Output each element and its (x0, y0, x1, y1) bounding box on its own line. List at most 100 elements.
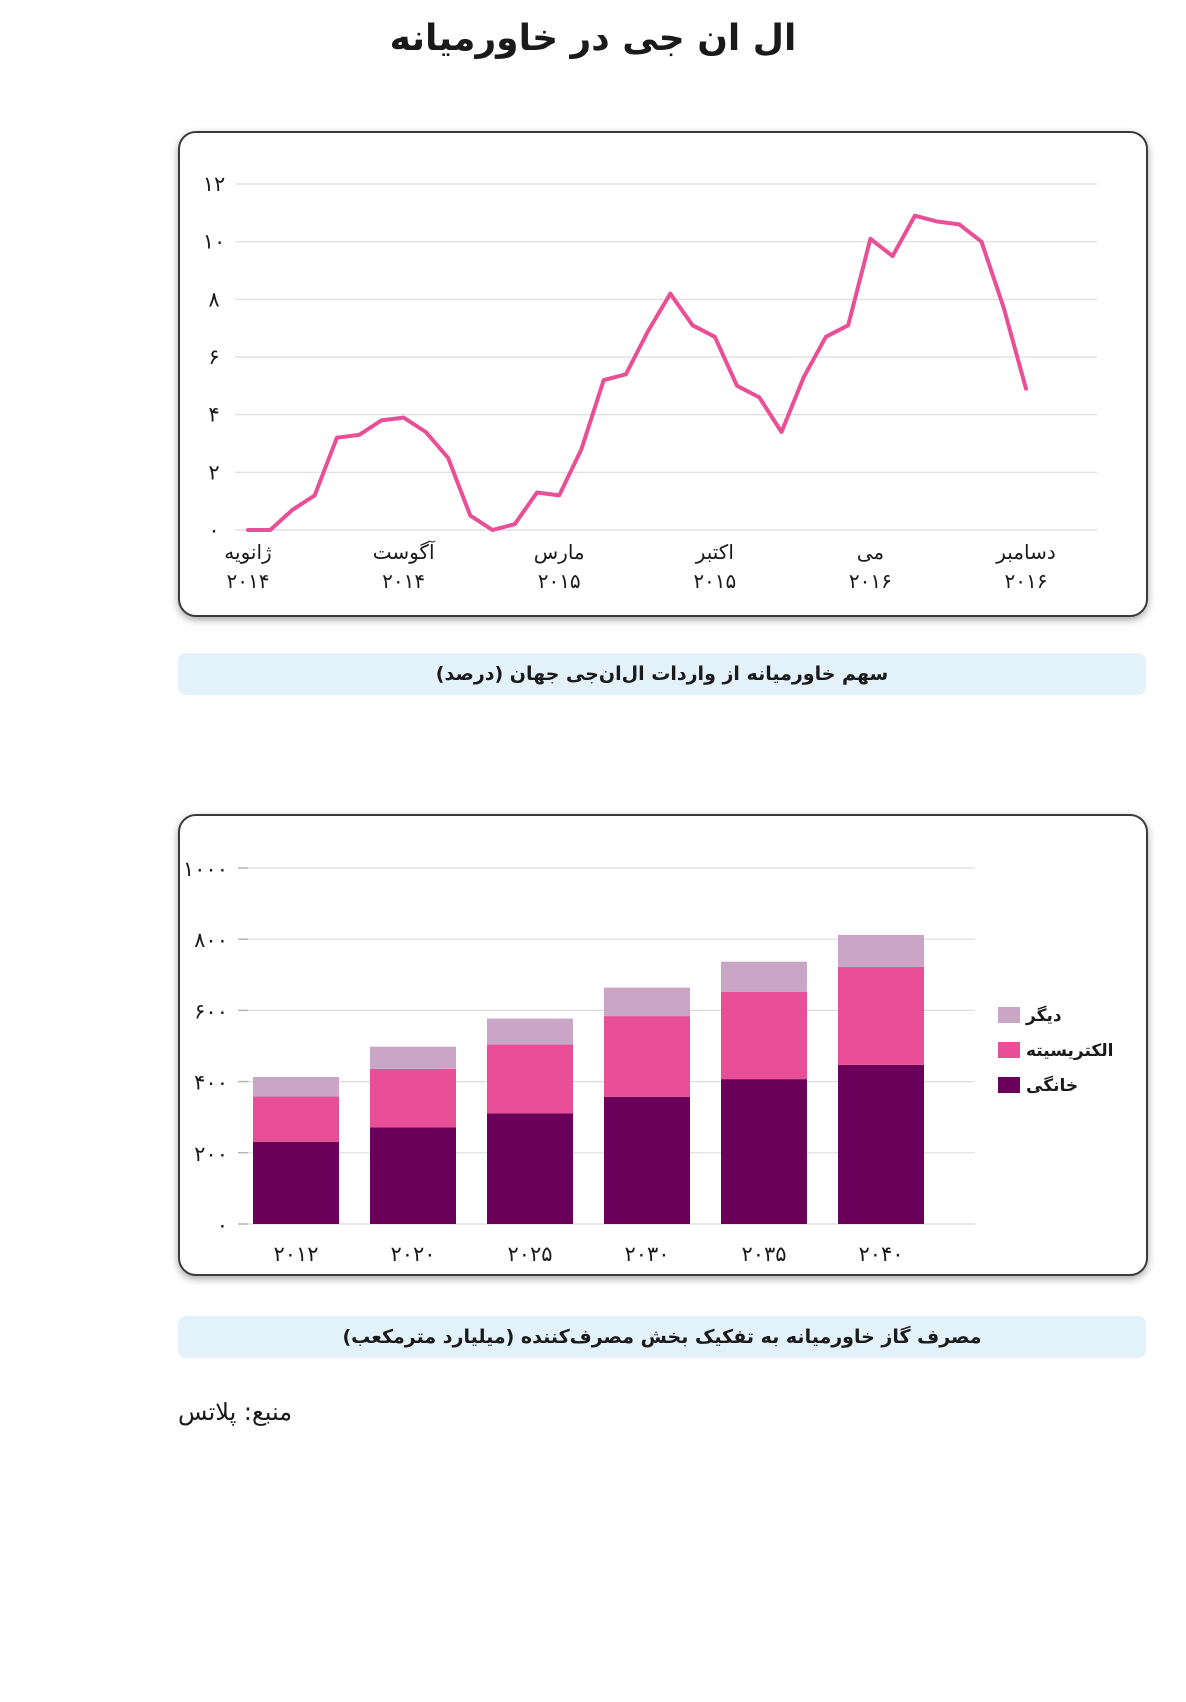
data-point (335, 436, 339, 440)
page-title: ال ان جی در خاورمیانه (389, 18, 797, 59)
bar-chart: ۰ ۲۰۰ ۴۰۰ ۶۰۰ ۸۰۰ ۱۰۰۰ ۲۰۱۲ ۲۰۲۰ ۲۰۲۵ ۲۰۳۰ ۲۰۳۵ ۲۰۴… (183, 857, 1114, 1266)
x-tick-label: اکتبر (695, 540, 734, 564)
bar-segment (487, 1113, 573, 1224)
y-tick-label: ۶۰۰ (194, 999, 228, 1023)
legend-swatch (998, 1077, 1020, 1093)
data-point (535, 490, 539, 495)
data-point (891, 254, 895, 258)
x-tick-label: ۲۰۲۰ (390, 1242, 435, 1266)
data-point (824, 335, 828, 339)
x-tick-label: ژانویه (224, 540, 271, 564)
data-point (868, 237, 873, 241)
legend-label: خانگی (1026, 1075, 1078, 1096)
bar-segment (370, 1127, 456, 1224)
data-point (557, 493, 561, 497)
y-tick-label: ۸ (208, 287, 219, 311)
bar-segment (253, 1141, 339, 1224)
bar-segment (721, 991, 807, 1080)
y-tick-label: ۱۰۰۰ (183, 857, 228, 881)
x-tick-year-label: ۲۰۱۶ (1005, 569, 1048, 593)
data-point (490, 528, 495, 532)
data-point (1002, 306, 1006, 310)
x-tick-label: می (857, 540, 884, 564)
legend-swatch (998, 1007, 1020, 1023)
data-point (779, 430, 784, 434)
x-tick-label: ۲۰۱۲ (273, 1242, 318, 1266)
bar-segment (370, 1068, 456, 1128)
bar-segment (487, 1044, 573, 1114)
x-tick-year-label: ۲۰۱۴ (227, 569, 270, 593)
data-point (446, 456, 450, 460)
bar-segment (838, 966, 924, 1065)
line-chart-panel: ۰ ۲ ۴ ۶ ۸ ۱۰ ۱۲ ژانویه ۲۰۱۴ آگوست ۲۰۱۴ مارس ۲۰۱۵ اکتب… (178, 131, 1148, 617)
x-tick-year-label: ۲۰۱۵ (538, 569, 581, 593)
bar-segment (604, 1016, 690, 1097)
x-tick-label: ۲۰۳۰ (624, 1242, 669, 1266)
x-tick-label: آگوست (373, 539, 436, 564)
x-tick-year-label: ۲۰۱۵ (693, 569, 736, 593)
data-point (402, 415, 406, 420)
source-note: منبع: پلاتس (178, 1398, 293, 1426)
bar-segment (604, 1096, 690, 1224)
data-point (357, 433, 361, 437)
y-tick-label: ۱۲ (203, 172, 226, 196)
bar-segment (838, 1064, 924, 1224)
data-point (424, 430, 428, 434)
x-tick-label: ۲۰۴۰ (858, 1242, 903, 1266)
line-chart: ۰ ۲ ۴ ۶ ۸ ۱۰ ۱۲ ژانویه ۲۰۱۴ آگوست ۲۰۱۴ مارس ۲۰۱۵ اکتب… (203, 172, 1097, 593)
bar-chart-caption: مصرف گاز خاورمیانه به تفکیک بخش مصرف‌کنن… (178, 1316, 1146, 1358)
data-point (713, 335, 717, 339)
x-tick-year-label: ۲۰۱۶ (849, 569, 892, 593)
y-tick-label: ۲۰۰ (194, 1142, 228, 1166)
line-series (246, 213, 1028, 532)
x-tick-label: مارس (534, 540, 585, 564)
data-point (979, 240, 984, 244)
y-tick-label: ۱۰ (203, 230, 226, 254)
data-point (246, 528, 250, 532)
line-chart-caption: سهم خاورمیانه از واردات ال‌ان‌جی جهان (د… (178, 653, 1146, 695)
data-point (846, 323, 850, 327)
data-point (513, 522, 517, 526)
y-tick-label: ۸۰۰ (194, 928, 228, 952)
bar-segment (487, 1018, 573, 1045)
data-point (602, 378, 606, 382)
legend-label: الکتریسیته (1026, 1041, 1113, 1061)
data-point (313, 493, 317, 497)
data-point (802, 375, 806, 379)
y-tick-label: ۴۰۰ (194, 1071, 228, 1095)
data-point (468, 513, 472, 518)
x-tick-label: ۲۰۲۵ (507, 1242, 552, 1266)
data-point (957, 222, 961, 226)
legend-swatch (998, 1042, 1020, 1058)
data-point (690, 323, 695, 327)
y-tick-label: ۴ (208, 403, 219, 427)
y-tick-label: ۰ (208, 518, 219, 542)
x-tick-label: دسامبر (995, 540, 1056, 564)
bar-segment (721, 961, 807, 992)
x-tick-year-label: ۲۰۱۴ (382, 569, 425, 593)
y-tick-label: ۶ (208, 345, 219, 369)
y-tick-label: ۲ (208, 460, 219, 484)
bar-segment (604, 987, 690, 1017)
legend-label: دیگر (1025, 1005, 1062, 1026)
bar-chart-panel: ۰ ۲۰۰ ۴۰۰ ۶۰۰ ۸۰۰ ۱۰۰۰ ۲۰۱۲ ۲۰۲۰ ۲۰۲۵ ۲۰۳۰ ۲۰۳۵ ۲۰۴… (178, 814, 1148, 1276)
data-point (624, 372, 628, 376)
x-tick-label: ۲۰۳۵ (741, 1242, 786, 1266)
data-point (757, 395, 761, 399)
data-point (913, 214, 917, 218)
bar-segment (253, 1096, 339, 1142)
data-point (268, 528, 272, 532)
data-point (646, 329, 650, 333)
data-point (735, 384, 739, 388)
bar-segment (370, 1046, 456, 1069)
data-point (1024, 387, 1028, 391)
bar-segment (253, 1076, 339, 1097)
data-point (290, 508, 295, 512)
data-point (379, 418, 383, 423)
bar-segment (721, 1079, 807, 1224)
bar-segment (838, 934, 924, 967)
data-point (668, 291, 672, 296)
y-tick-label: ۰ (217, 1213, 228, 1237)
data-point (579, 447, 584, 451)
data-point (935, 219, 939, 224)
